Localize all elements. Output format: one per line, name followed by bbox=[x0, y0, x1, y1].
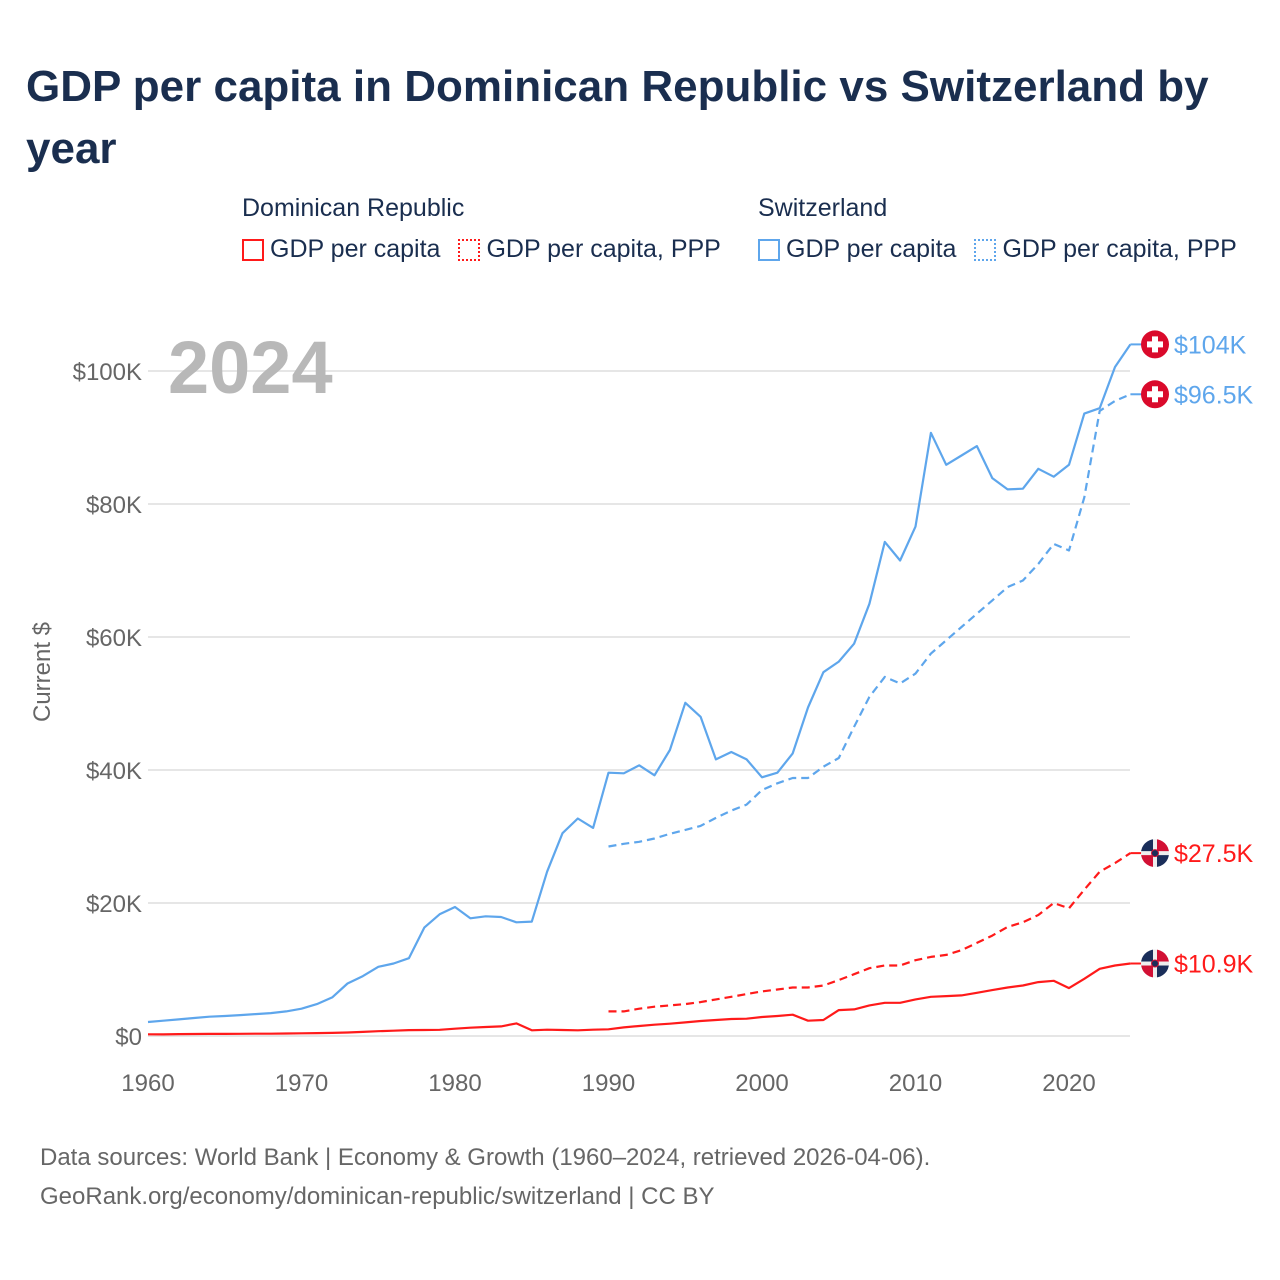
legend-label: GDP per capita, PPP bbox=[486, 235, 721, 263]
legend-item-dr-gdp[interactable]: GDP per capita bbox=[242, 235, 440, 264]
legend-swatch-solid bbox=[758, 238, 780, 261]
switzerland-flag-icon bbox=[1141, 380, 1169, 409]
y-tick-label: $80K bbox=[86, 492, 142, 519]
series-line-dominican-republic-gdp-per-capita bbox=[147, 962, 1131, 1036]
series-line-switzerland-gdp-per-capita bbox=[147, 343, 1132, 1024]
dominican-republic-flag-icon bbox=[1141, 839, 1169, 868]
x-tick-label: 2000 bbox=[735, 1070, 788, 1097]
y-tick-label: $40K bbox=[86, 758, 142, 785]
x-tick-label: 2010 bbox=[889, 1070, 942, 1097]
x-tick-label: 1960 bbox=[121, 1070, 174, 1097]
end-value-label: $96.5K bbox=[1174, 381, 1254, 409]
y-tick-label: $60K bbox=[86, 625, 142, 652]
dominican-republic-flag-icon bbox=[1141, 949, 1169, 978]
legend-swatch-dotted bbox=[458, 238, 481, 261]
legend-swatch-dotted bbox=[974, 238, 997, 261]
legend-group-title: Switzerland bbox=[758, 194, 888, 222]
series-line-switzerland-gdp-per-capita-ppp bbox=[608, 393, 1131, 848]
y-axis-label: Current $ bbox=[29, 622, 56, 722]
footer: Data sources: World Bank | Economy & Gro… bbox=[40, 1138, 930, 1216]
switzerland-flag-icon bbox=[1141, 330, 1169, 359]
y-tick-label: $0 bbox=[115, 1024, 142, 1051]
legend-group-title: Dominican Republic bbox=[242, 194, 465, 222]
data-source-note: Data sources: World Bank | Economy & Gro… bbox=[40, 1144, 931, 1171]
end-value-label: $10.9K bbox=[1174, 951, 1254, 979]
y-tick-label: $100K bbox=[73, 359, 142, 386]
legend-dominican-republic: Dominican Republic GDP per capita GDP pe… bbox=[242, 194, 721, 264]
x-tick-label: 2020 bbox=[1042, 1070, 1095, 1097]
y-tick-label: $20K bbox=[86, 891, 142, 918]
series-line-dominican-republic-gdp-per-capita-ppp bbox=[608, 852, 1131, 1013]
x-tick-label: 1990 bbox=[582, 1070, 635, 1097]
x-tick-label: 1980 bbox=[428, 1070, 481, 1097]
attribution-link[interactable]: GeoRank.org/economy/dominican-republic/s… bbox=[40, 1183, 715, 1210]
chart-title: GDP per capita in Dominican Republic vs … bbox=[26, 62, 1209, 173]
legend-swatch-solid bbox=[242, 238, 264, 261]
legend-switzerland: Switzerland GDP per capita GDP per capit… bbox=[758, 194, 1237, 264]
year-watermark: 2024 bbox=[168, 326, 333, 409]
legend-item-dr-gdp-ppp[interactable]: GDP per capita, PPP bbox=[458, 235, 721, 264]
legend-label: GDP per capita, PPP bbox=[1002, 235, 1237, 263]
legend-item-ch-gdp-ppp[interactable]: GDP per capita, PPP bbox=[974, 235, 1237, 264]
legend-item-ch-gdp[interactable]: GDP per capita bbox=[758, 235, 956, 264]
legend-label: GDP per capita bbox=[786, 235, 957, 263]
line-chart: $0 $20K $40K $60K $80K $100K 1960 1970 1980 1990 2… bbox=[29, 326, 1254, 1097]
legend-label: GDP per capita bbox=[270, 235, 441, 263]
end-value-label: $104K bbox=[1174, 331, 1247, 359]
x-tick-label: 1970 bbox=[275, 1070, 328, 1097]
end-value-label: $27.5K bbox=[1174, 840, 1254, 868]
